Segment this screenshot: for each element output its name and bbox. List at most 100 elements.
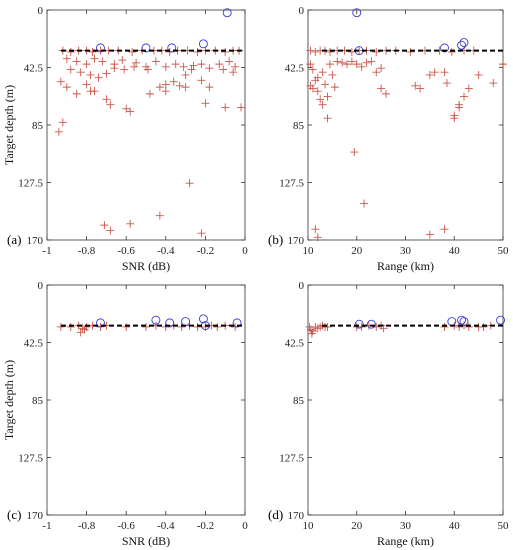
x-tick-label: 50 [498,520,510,532]
data-point-plus [360,199,369,208]
data-point-plus [205,64,214,73]
y-tick-label: 170 [288,235,305,247]
data-point-plus [479,322,488,331]
data-point-plus [450,111,459,120]
data-point-plus [171,60,180,69]
data-point-plus [66,65,75,74]
data-point-plus [489,79,498,88]
data-point-plus [357,62,366,71]
data-point-plus [425,230,434,239]
x-tick-label: 50 [498,245,510,257]
data-point-plus [197,60,206,69]
data-point-plus [142,322,150,331]
data-point-plus [94,73,103,82]
data-point-plus [86,70,95,79]
data-point-circle [232,318,242,328]
data-point-plus [372,322,381,331]
data-point-plus [372,47,381,56]
data-point-plus [440,68,449,77]
data-point-plus [460,92,468,101]
data-point-plus [442,79,451,88]
data-point-plus [350,148,359,157]
x-axis-label: SNR (dB) [122,259,170,273]
data-point-plus [406,47,415,56]
data-point-plus [197,76,206,85]
x-tick-label: 40 [449,520,461,532]
data-point-plus [308,65,317,74]
data-point-plus [237,103,246,112]
data-point-plus [179,62,188,71]
y-tick-label: 0 [38,280,44,292]
data-point-plus [145,89,154,98]
data-point-plus [372,68,381,77]
data-point-plus [126,219,135,228]
y-tick-label: 85 [293,395,305,407]
data-point-plus [464,322,473,331]
data-point-plus [56,77,65,86]
data-point-plus [169,77,178,86]
data-point-circle [151,315,161,325]
data-point-plus [313,233,322,242]
data-point-plus [120,65,129,74]
y-tick-label: 0 [299,280,305,292]
data-point-plus [130,62,139,71]
data-point-plus [181,70,190,79]
data-point-circle [167,43,177,53]
data-point-plus [193,47,202,56]
data-point-plus [377,64,386,73]
data-point-plus [231,62,240,71]
x-axis-label: Range (km) [377,534,434,548]
data-point-plus [440,322,449,331]
data-point-plus [330,83,339,92]
data-point-plus [197,229,206,238]
y-tick-label: 127.5 [18,178,43,190]
data-point-plus [447,47,456,56]
data-point-plus [455,322,464,331]
plot-frame [46,9,246,241]
data-point-plus [225,57,234,66]
data-point-plus [72,89,81,98]
y-axis-label: Target depth (m) [2,360,16,440]
data-point-plus [306,325,315,334]
data-point-plus [313,73,322,82]
data-point-circle [141,43,151,53]
data-point-circle [457,40,467,50]
y-tick-label: 170 [27,235,44,247]
y-tick-label: 170 [288,510,305,522]
y-tick-label: 170 [27,510,44,522]
data-point-plus [362,58,371,67]
data-point-plus [308,84,317,93]
data-point-plus [205,83,214,92]
y-tick-label: 127.5 [18,453,43,465]
y-tick-label: 85 [32,120,44,132]
x-tick-label: 20 [351,520,363,532]
data-point-plus [416,84,425,93]
data-point-plus [213,322,222,331]
plot-frame [46,284,246,516]
data-point-plus [221,47,230,56]
data-point-plus [455,100,464,109]
x-tick-label: -0.6 [117,245,135,257]
data-point-plus [352,60,361,69]
y-tick-label: 0 [38,5,44,17]
panel-label: (a) [7,232,21,247]
data-point-plus [347,47,356,56]
data-point-plus [98,57,107,66]
data-point-plus [229,68,238,77]
data-point-plus [187,65,196,74]
data-point-plus [193,322,202,331]
data-point-plus [474,70,483,79]
x-tick-label: 10 [303,520,315,532]
data-point-plus [86,87,95,96]
x-tick-label: -0.8 [78,520,96,532]
data-point-plus [161,87,170,96]
data-point-plus [323,92,332,101]
data-point-plus [499,60,507,69]
data-point-plus [464,84,473,93]
data-point-plus [80,325,89,334]
data-point-plus [219,65,228,74]
data-point-plus [357,322,366,331]
data-point-plus [122,322,131,331]
y-tick-label: 0 [299,5,305,17]
data-point-plus [110,64,119,73]
